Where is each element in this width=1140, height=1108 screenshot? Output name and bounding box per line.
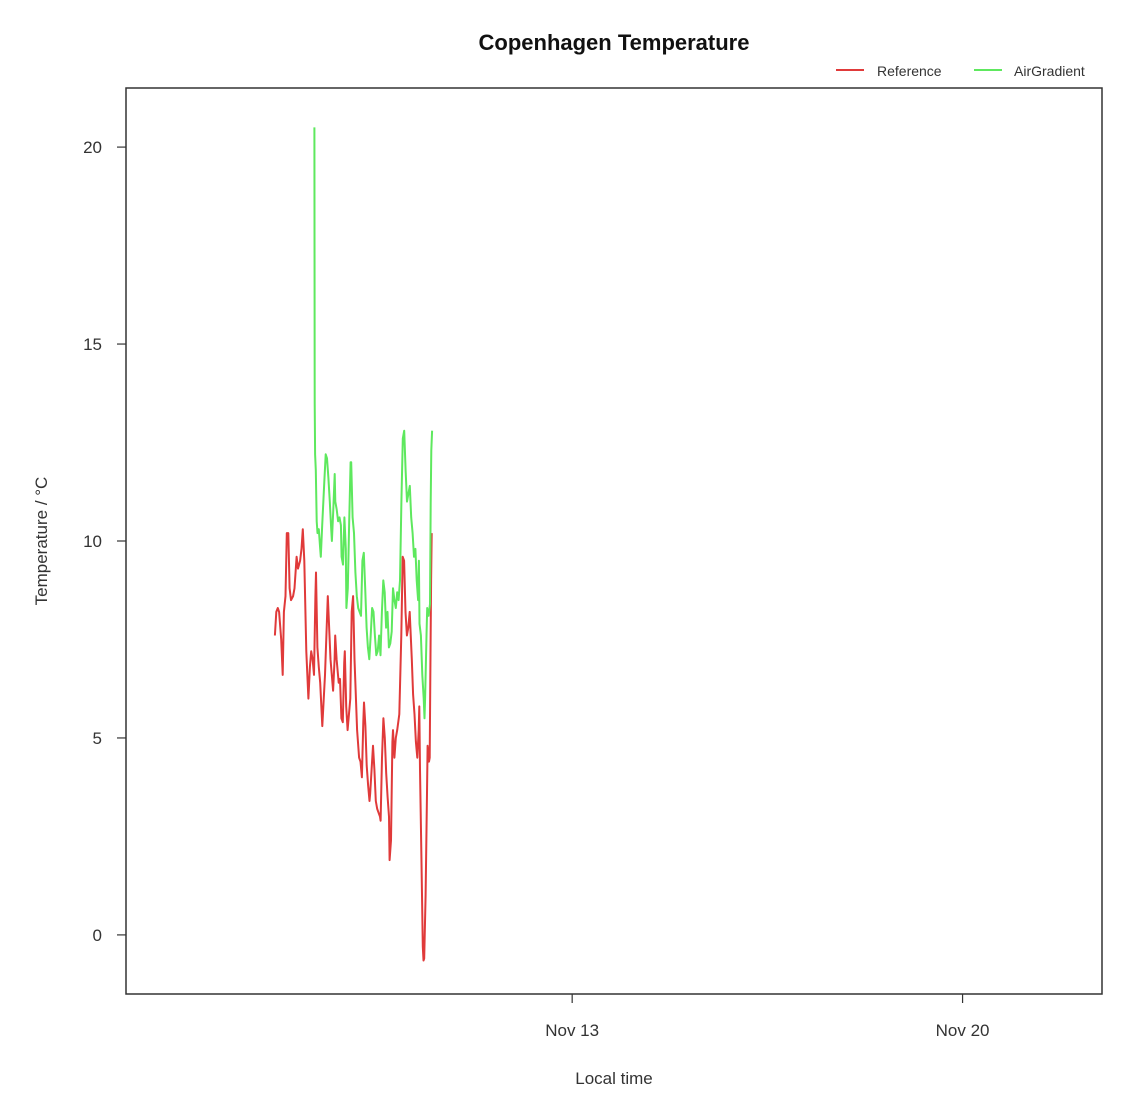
x-tick-label: Nov 20 [936,1021,990,1040]
y-axis: 0 5 10 15 20 [83,138,126,945]
y-tick-label: 0 [93,926,102,945]
legend-label-airgradient: AirGradient [1014,63,1085,79]
legend-label-reference: Reference [877,63,942,79]
legend: Reference AirGradient [836,63,1085,79]
chart-title: Copenhagen Temperature [479,30,750,55]
x-tick-label: Nov 13 [545,1021,599,1040]
y-tick-label: 5 [93,729,102,748]
series-line-reference [273,528,433,962]
x-axis-label: Local time [575,1069,652,1088]
y-tick-label: 15 [83,335,102,354]
series-layer [273,127,434,962]
x-axis: Nov 13 Nov 20 [545,994,990,1040]
y-tick-label: 10 [83,532,102,551]
y-tick-label: 20 [83,138,102,157]
series-line-airgradient [313,127,434,720]
plot-frame [125,87,1103,995]
y-axis-label: Temperature / °C [32,477,51,606]
